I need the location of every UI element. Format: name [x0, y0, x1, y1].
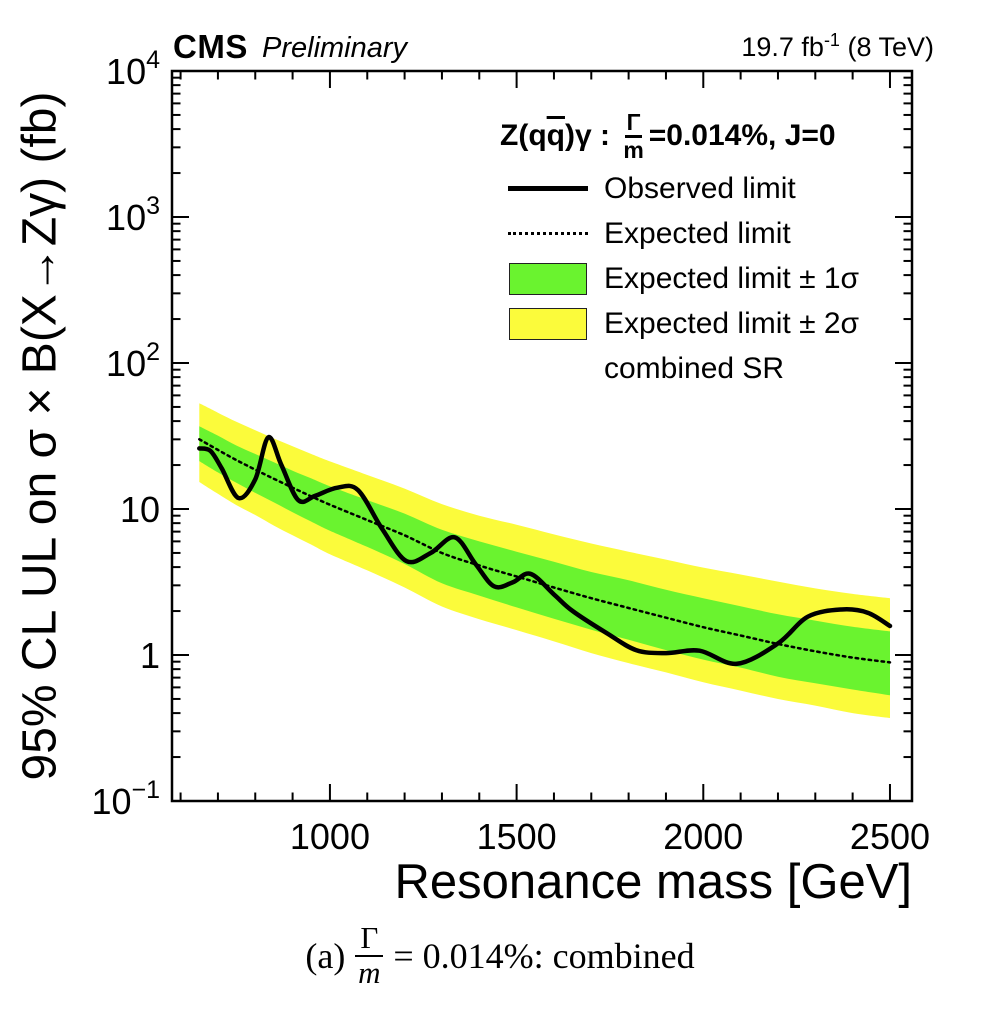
svg-text:103: 103 [106, 192, 160, 238]
y-axis-ticks [172, 70, 912, 802]
svg-text:1500: 1500 [477, 816, 557, 857]
svg-text:10−1: 10−1 [91, 776, 160, 822]
svg-text:2500: 2500 [850, 816, 930, 857]
svg-text:1000: 1000 [290, 816, 370, 857]
x-axis-ticks [179, 71, 891, 801]
legend-marker-2sigma [509, 307, 587, 340]
lumi-value: 19.7 fb [741, 32, 824, 62]
y-axis-title: 95% CL UL on σ × B(X→Zγ) (fb) [13, 91, 67, 781]
x-tick-labels: 1000 1500 2000 2500 [290, 816, 930, 857]
band-1sigma [199, 426, 891, 696]
yellow-band-icon [506, 307, 590, 340]
lumi-exponent: -1 [823, 30, 840, 50]
caption-text: = 0.014%: combined [393, 935, 695, 976]
svg-text:10: 10 [120, 489, 160, 530]
energy-label: (8 TeV) [839, 32, 934, 62]
legend-item-observed: Observed limit [500, 166, 859, 211]
plot-frame [170, 69, 914, 803]
svg-text:102: 102 [106, 338, 160, 384]
legend-title-prefix: Z(q [500, 119, 547, 152]
svg-text:104: 104 [106, 46, 160, 92]
expected-line-icon [506, 232, 590, 235]
svg-text:2000: 2000 [663, 816, 743, 857]
preliminary-label: Preliminary [262, 32, 408, 64]
legend-title-gamma: )γ : [564, 119, 619, 152]
legend-marker-1sigma [509, 262, 587, 295]
legend-marker-observed [508, 186, 588, 191]
cms-label: CMS [173, 28, 248, 65]
observed-line-icon [506, 186, 590, 191]
legend-item-expected: Expected limit [500, 211, 859, 256]
legend-item-1sigma: Expected limit ± 1σ [500, 256, 859, 301]
legend-item-2sigma: Expected limit ± 2σ [500, 301, 859, 346]
observed-limit-curve [197, 435, 893, 667]
legend-title-qbar: q [546, 119, 565, 152]
x-axis-title: Resonance mass [GeV] [394, 855, 912, 909]
legend-item-combined-sr: combined SR [604, 351, 785, 385]
green-band-icon [506, 262, 590, 295]
caption-index: (a) [305, 935, 346, 976]
luminosity-label: 19.7 fb-1 (8 TeV) [741, 30, 934, 63]
svg-text:1: 1 [140, 635, 160, 676]
legend-marker-expected [508, 232, 588, 235]
legend-title-suffix: =0.014%, J=0 [648, 119, 836, 152]
y-tick-labels: 10−1 1 10 102 103 104 [91, 46, 160, 822]
